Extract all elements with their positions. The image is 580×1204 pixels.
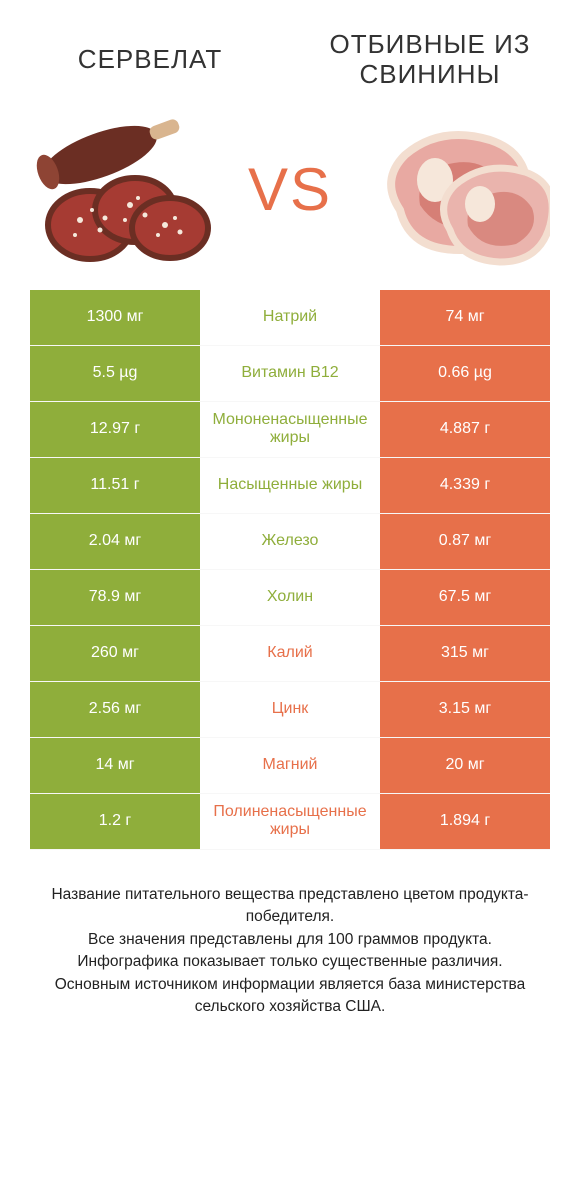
table-row: 78.9 мгХолин67.5 мг <box>30 570 550 626</box>
footnote-line: Инфографика показывает только существенн… <box>30 951 550 973</box>
value-right: 74 мг <box>380 290 550 345</box>
value-left: 1300 мг <box>30 290 200 345</box>
value-right: 4.887 г <box>380 402 550 457</box>
value-right: 0.66 µg <box>380 346 550 401</box>
table-row: 1.2 гПолиненасыщенные жиры1.894 г <box>30 794 550 850</box>
value-left: 11.51 г <box>30 458 200 513</box>
header: СЕРВЕЛАТ ОТБИВНЫЕ ИЗ СВИНИНЫ <box>0 0 580 100</box>
value-left: 12.97 г <box>30 402 200 457</box>
images-row: VS <box>0 100 580 290</box>
comparison-table: 1300 мгНатрий74 мг5.5 µgВитамин B120.66 … <box>30 290 550 850</box>
title-left: СЕРВЕЛАТ <box>40 44 260 75</box>
value-left: 78.9 мг <box>30 570 200 625</box>
footnote-line: Все значения представлены для 100 граммо… <box>30 929 550 951</box>
value-left: 14 мг <box>30 738 200 793</box>
nutrient-label: Цинк <box>200 682 380 737</box>
value-left: 5.5 µg <box>30 346 200 401</box>
table-row: 14 мгМагний20 мг <box>30 738 550 794</box>
nutrient-label: Холин <box>200 570 380 625</box>
value-right: 0.87 мг <box>380 514 550 569</box>
value-left: 2.04 мг <box>30 514 200 569</box>
value-right: 1.894 г <box>380 794 550 849</box>
infographic-container: СЕРВЕЛАТ ОТБИВНЫЕ ИЗ СВИНИНЫ <box>0 0 580 1204</box>
value-right: 20 мг <box>380 738 550 793</box>
nutrient-label: Витамин B12 <box>200 346 380 401</box>
nutrient-label: Натрий <box>200 290 380 345</box>
value-right: 315 мг <box>380 626 550 681</box>
table-row: 1300 мгНатрий74 мг <box>30 290 550 346</box>
table-row: 2.56 мгЦинк3.15 мг <box>30 682 550 738</box>
nutrient-label: Железо <box>200 514 380 569</box>
value-left: 1.2 г <box>30 794 200 849</box>
table-row: 12.97 гМононенасыщенные жиры4.887 г <box>30 402 550 458</box>
table-row: 260 мгКалий315 мг <box>30 626 550 682</box>
vs-label: VS <box>248 155 332 224</box>
footnote-line: Основным источником информации является … <box>30 974 550 1019</box>
product-image-right <box>360 110 550 270</box>
table-row: 11.51 гНасыщенные жиры4.339 г <box>30 458 550 514</box>
value-right: 4.339 г <box>380 458 550 513</box>
salami-icon <box>30 110 220 270</box>
nutrient-label: Полиненасыщенные жиры <box>200 794 380 849</box>
nutrient-label: Калий <box>200 626 380 681</box>
product-image-left <box>30 110 220 270</box>
value-left: 260 мг <box>30 626 200 681</box>
table-row: 5.5 µgВитамин B120.66 µg <box>30 346 550 402</box>
value-left: 2.56 мг <box>30 682 200 737</box>
nutrient-label: Магний <box>200 738 380 793</box>
footnote: Название питательного вещества представл… <box>0 850 580 1019</box>
pork-chop-icon <box>360 110 550 270</box>
value-right: 3.15 мг <box>380 682 550 737</box>
nutrient-label: Насыщенные жиры <box>200 458 380 513</box>
value-right: 67.5 мг <box>380 570 550 625</box>
nutrient-label: Мононенасыщенные жиры <box>200 402 380 457</box>
title-right: ОТБИВНЫЕ ИЗ СВИНИНЫ <box>320 30 540 90</box>
table-row: 2.04 мгЖелезо0.87 мг <box>30 514 550 570</box>
footnote-line: Название питательного вещества представл… <box>30 884 550 929</box>
